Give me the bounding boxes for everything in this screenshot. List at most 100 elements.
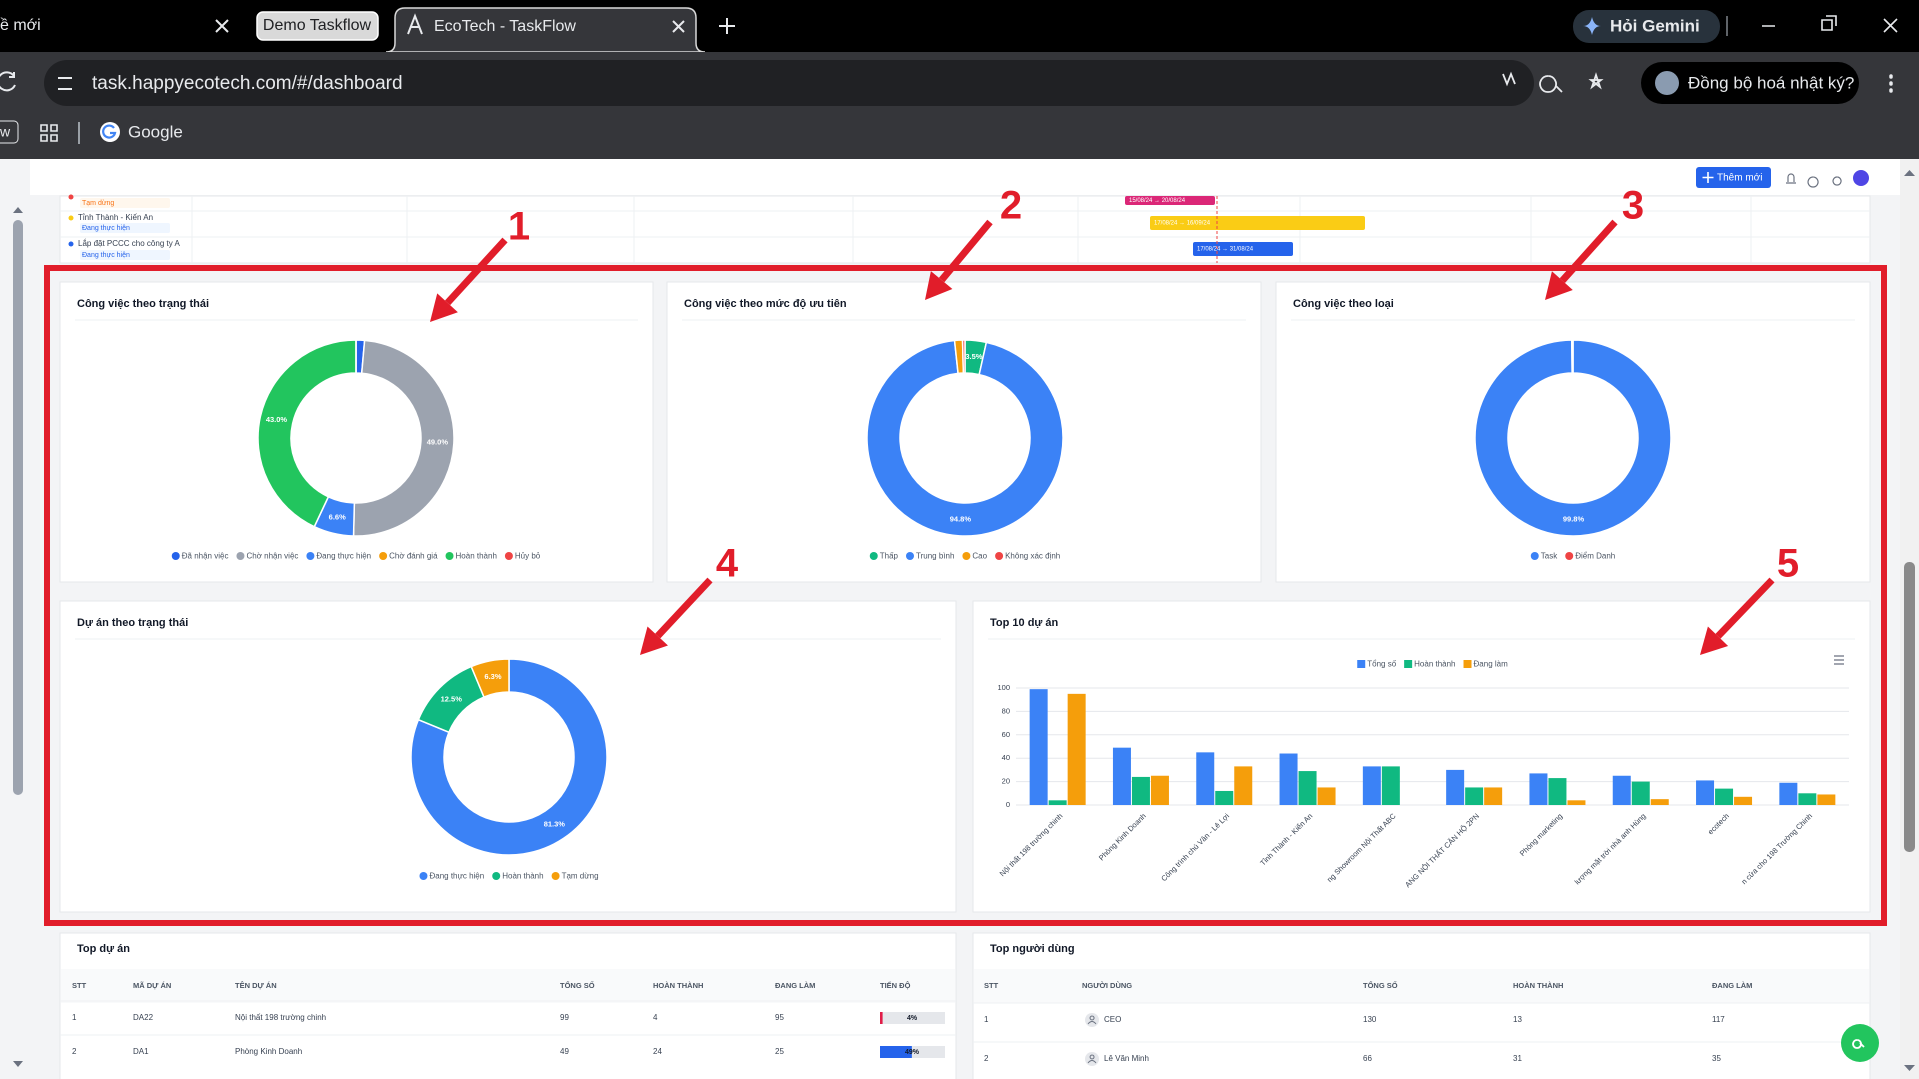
gantt-bar[interactable] bbox=[1150, 216, 1365, 230]
bar[interactable] bbox=[1131, 776, 1150, 805]
tab-group-chip[interactable] bbox=[256, 11, 379, 41]
tab-title[interactable]: ề mới bbox=[0, 17, 41, 34]
bookmark-label[interactable]: w bbox=[0, 124, 11, 140]
bar[interactable] bbox=[1112, 747, 1131, 805]
bar[interactable] bbox=[1612, 775, 1631, 805]
tab-group-label[interactable]: Demo Taskflow bbox=[263, 17, 372, 34]
bar[interactable] bbox=[1817, 794, 1836, 805]
window-controls[interactable] bbox=[1762, 15, 1898, 33]
donut-slice[interactable] bbox=[866, 339, 1064, 537]
gemini-label[interactable]: Hỏi Gemini bbox=[1610, 16, 1700, 35]
bar[interactable] bbox=[1631, 781, 1650, 805]
bar[interactable] bbox=[1715, 788, 1734, 805]
bar[interactable] bbox=[1529, 773, 1548, 805]
legend-swatch[interactable] bbox=[306, 552, 315, 560]
bar[interactable] bbox=[1150, 775, 1169, 805]
bar[interactable] bbox=[1548, 778, 1567, 805]
reload-icon[interactable] bbox=[0, 71, 16, 92]
legend-label[interactable]: Tổng số bbox=[1367, 660, 1396, 669]
legend-label[interactable]: Đã nhận việc bbox=[182, 552, 229, 561]
legend-swatch[interactable] bbox=[379, 552, 388, 560]
bar[interactable] bbox=[1279, 753, 1298, 805]
bar[interactable] bbox=[1798, 793, 1817, 805]
bar[interactable] bbox=[1696, 780, 1715, 805]
donut-slice[interactable] bbox=[410, 658, 608, 856]
bar[interactable] bbox=[1465, 787, 1484, 805]
legend-label[interactable]: Trung bình bbox=[916, 552, 954, 561]
legend-swatch[interactable] bbox=[962, 552, 971, 560]
gantt-bar[interactable] bbox=[1193, 242, 1293, 256]
legend-swatch[interactable] bbox=[236, 552, 245, 560]
chart-menu[interactable] bbox=[1834, 655, 1844, 665]
bar[interactable] bbox=[1067, 693, 1086, 805]
legend-label[interactable]: Hoàn thành bbox=[502, 872, 543, 881]
legend-label[interactable]: Hoàn thành bbox=[456, 552, 497, 561]
legend-label[interactable]: Chờ đánh giá bbox=[389, 552, 438, 561]
bar[interactable] bbox=[1446, 769, 1465, 805]
legend-label[interactable]: Không xác định bbox=[1005, 552, 1060, 561]
legend-label[interactable]: Hoàn thành bbox=[1414, 660, 1455, 669]
active-tab[interactable] bbox=[385, 7, 706, 53]
donut-slice[interactable] bbox=[352, 339, 455, 537]
tab-close[interactable] bbox=[672, 20, 685, 33]
add-button[interactable] bbox=[1696, 167, 1771, 188]
legend-label[interactable]: Đang thực hiện bbox=[429, 872, 484, 881]
bookmark-chip[interactable] bbox=[0, 120, 19, 144]
add-button-label[interactable]: Thêm mới bbox=[1717, 173, 1762, 184]
bar[interactable] bbox=[1029, 689, 1048, 805]
donut-slice[interactable] bbox=[470, 658, 510, 698]
window-scroll-thumb[interactable] bbox=[1904, 562, 1915, 852]
sync-label[interactable]: Đồng bộ hoá nhật ký? bbox=[1688, 73, 1854, 92]
apps-icon[interactable] bbox=[40, 124, 58, 142]
tab-close[interactable] bbox=[215, 19, 229, 33]
bar[interactable] bbox=[1484, 787, 1503, 805]
gantt-bar[interactable] bbox=[1125, 196, 1215, 205]
legend-swatch[interactable] bbox=[1404, 660, 1413, 668]
legend-label[interactable]: Cao bbox=[972, 552, 987, 561]
tab-title[interactable]: EcoTech - TaskFlow bbox=[434, 18, 576, 35]
bar[interactable] bbox=[1317, 787, 1336, 805]
legend-swatch[interactable] bbox=[869, 552, 878, 560]
bar[interactable] bbox=[1215, 790, 1234, 805]
legend-label[interactable]: Tạm dừng bbox=[562, 872, 599, 881]
bar[interactable] bbox=[1650, 799, 1669, 805]
user-avatar[interactable] bbox=[1853, 170, 1869, 186]
bar[interactable] bbox=[1734, 796, 1753, 805]
legend-swatch[interactable] bbox=[1530, 552, 1539, 560]
bar[interactable] bbox=[1196, 752, 1215, 805]
bookmark-label[interactable]: Google bbox=[128, 122, 183, 141]
legend-label[interactable]: Chờ nhận việc bbox=[246, 552, 298, 561]
address-bar[interactable] bbox=[44, 60, 1534, 106]
url-text[interactable]: task.happyecotech.com/#/dashboard bbox=[92, 73, 403, 94]
donut-slice[interactable] bbox=[257, 339, 357, 528]
gemini-button[interactable] bbox=[1573, 10, 1720, 43]
donut-slice[interactable] bbox=[961, 339, 966, 374]
bar[interactable] bbox=[1362, 766, 1381, 805]
new-tab[interactable] bbox=[719, 18, 735, 34]
legend-label[interactable]: Đang làm bbox=[1474, 660, 1509, 669]
legend-label[interactable]: Đang thực hiện bbox=[316, 552, 371, 561]
sync-button[interactable] bbox=[1641, 62, 1859, 104]
legend-swatch[interactable] bbox=[1357, 660, 1366, 668]
donut-slice[interactable] bbox=[1474, 339, 1672, 537]
legend-label[interactable]: Hủy bỏ bbox=[515, 552, 541, 561]
donut-slice[interactable] bbox=[1571, 339, 1574, 374]
header-icons[interactable] bbox=[1786, 173, 1842, 188]
legend-swatch[interactable] bbox=[995, 552, 1004, 560]
bar[interactable] bbox=[1298, 771, 1317, 805]
legend-swatch[interactable] bbox=[1463, 660, 1472, 668]
legend-swatch[interactable] bbox=[551, 872, 560, 880]
site-info-icon[interactable] bbox=[58, 77, 72, 90]
legend-label[interactable]: Thấp bbox=[880, 552, 899, 561]
legend-label[interactable]: Task bbox=[1541, 552, 1558, 561]
bar[interactable] bbox=[1779, 782, 1798, 805]
legend-swatch[interactable] bbox=[171, 552, 180, 560]
legend-label[interactable]: Điểm Danh bbox=[1575, 552, 1615, 561]
bar[interactable] bbox=[1567, 800, 1586, 805]
bar[interactable] bbox=[1234, 766, 1253, 805]
legend-swatch[interactable] bbox=[504, 552, 513, 560]
legend-swatch[interactable] bbox=[492, 872, 501, 880]
page-scroll-thumb[interactable] bbox=[13, 220, 23, 795]
legend-swatch[interactable] bbox=[445, 552, 454, 560]
bar[interactable] bbox=[1048, 800, 1067, 805]
